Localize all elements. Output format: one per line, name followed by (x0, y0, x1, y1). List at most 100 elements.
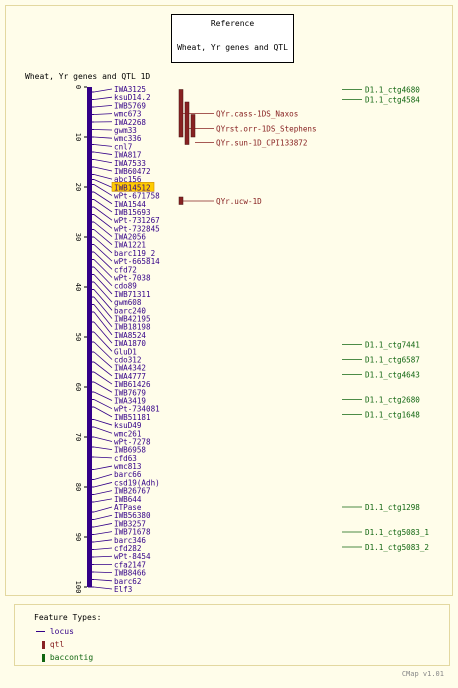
marker-connector (93, 490, 113, 495)
contig-label: D1.1_ctg1648 (365, 411, 420, 420)
baccontig-swatch (42, 653, 45, 662)
qtl-bar (178, 89, 184, 138)
marker-label: IWB26767 (114, 487, 151, 496)
marker-label: csd19(Adh) (114, 478, 160, 487)
marker-label: IWB61426 (114, 380, 151, 389)
marker-connector (93, 406, 113, 418)
marker-connector (93, 381, 113, 393)
marker-label: IWB42195 (114, 315, 151, 324)
reference-box: Reference Wheat, Yr genes and QTL (171, 14, 294, 63)
marker-connector (93, 151, 113, 155)
marker-label: wmc813 (114, 462, 141, 471)
marker-highlight (111, 182, 155, 192)
marker-connector (93, 144, 113, 147)
qtl-bar (184, 101, 190, 145)
axis-tick-label: 90 (74, 533, 82, 541)
map-canvas: 0102030405060708090100IWA3125ksuD14.2IWB… (74, 85, 429, 594)
marker-label: cdo89 (114, 282, 137, 291)
marker-label: IWA1544 (114, 200, 146, 209)
marker-label: barc240 (114, 306, 146, 315)
marker-label: IWB5769 (114, 101, 146, 110)
axis-tick-label: 0 (74, 85, 82, 89)
marker-label: wPt-671758 (114, 192, 160, 201)
legend-panel-frame (14, 604, 450, 666)
contig-label: D1.1_ctg4643 (365, 371, 420, 380)
axis-tick-label: 70 (74, 433, 82, 441)
marker-label: GluD1 (114, 347, 137, 356)
marker-label: barc119_2 (114, 249, 155, 258)
locus-swatch (36, 631, 45, 632)
marker-connector (93, 391, 113, 401)
marker-label: wPt-8454 (114, 552, 151, 561)
marker-connector (93, 555, 113, 558)
axis-tick-label: 40 (74, 283, 82, 291)
marker-connector (93, 236, 113, 254)
marker-label: barc66 (114, 470, 142, 479)
axis-tick-label: 30 (74, 233, 82, 241)
marker-connector (93, 113, 113, 115)
marker-connector (93, 266, 113, 286)
marker-label: IWA3125 (114, 85, 146, 94)
axis-tick-label: 10 (74, 133, 82, 141)
marker-connector (93, 251, 113, 270)
map-panel-frame (5, 5, 453, 596)
qtl-label: QYr.sun-1D_CPI133872 (216, 139, 307, 148)
marker-connector (93, 166, 113, 172)
marker-label: gwm608 (114, 298, 142, 307)
marker-connector (93, 229, 113, 246)
marker-connector (93, 321, 113, 344)
marker-label: IWA7533 (114, 159, 146, 168)
map-title: Wheat, Yr genes and QTL 1D (25, 72, 151, 81)
marker-connector (93, 436, 113, 442)
marker-label: gwm33 (114, 126, 137, 135)
marker-label: wPt-732845 (114, 224, 160, 233)
marker-connector (93, 361, 113, 377)
marker-connector (93, 274, 113, 295)
chromosome-bar (87, 87, 92, 587)
marker-label: barc62 (114, 577, 141, 586)
marker-connector (93, 191, 113, 205)
footer-version: CMap v1.01 (401, 670, 444, 678)
marker-connector (93, 244, 113, 262)
marker-label: cfd63 (114, 454, 137, 463)
contig-label: D1.1_ctg5083_1 (365, 528, 429, 537)
marker-label: cnl7 (114, 142, 132, 151)
marker-connector (93, 419, 113, 426)
marker-label: wPt-7038 (114, 274, 151, 283)
marker-label: IWB15693 (114, 208, 151, 217)
qtl-label: QYr.ucw-1D (216, 197, 262, 206)
marker-label: wPt-734081 (114, 405, 160, 414)
marker-connector (93, 571, 113, 574)
marker-label: IWA2056 (114, 233, 146, 242)
marker-connector (93, 523, 113, 528)
marker-connector (93, 456, 113, 459)
marker-connector (93, 214, 113, 229)
marker-label: wmc261 (114, 429, 142, 438)
marker-label: IWA4342 (114, 364, 146, 373)
marker-connector (93, 159, 113, 164)
marker-connector (93, 136, 113, 139)
marker-label: IWB71678 (114, 528, 151, 537)
marker-connector (93, 539, 113, 543)
marker-label: IWB3257 (114, 519, 146, 528)
legend-label-qtl: qtl (49, 640, 65, 649)
marker-connector (93, 184, 113, 196)
marker-connector (93, 579, 113, 582)
marker-connector (93, 259, 113, 278)
marker-connector (93, 104, 113, 108)
axis-tick-label: 20 (74, 183, 82, 191)
marker-label: IWA4777 (114, 372, 146, 381)
legend-title: Feature Types: (34, 613, 102, 622)
marker-label: cfd282 (114, 544, 141, 553)
marker-label: abc156 (114, 175, 142, 184)
marker-connector (93, 304, 113, 327)
marker-connector (93, 482, 113, 488)
axis-tick-label: 60 (74, 383, 82, 391)
marker-label: barc346 (114, 536, 146, 545)
marker-label: wPt-731267 (114, 216, 160, 225)
marker-connector (93, 311, 113, 336)
axis-tick-label: 80 (74, 483, 82, 491)
legend-item-qtl: qtl (42, 640, 64, 649)
marker-label: IWA2268 (114, 118, 146, 127)
contig-label: D1.1_ctg5083_2 (365, 543, 429, 552)
